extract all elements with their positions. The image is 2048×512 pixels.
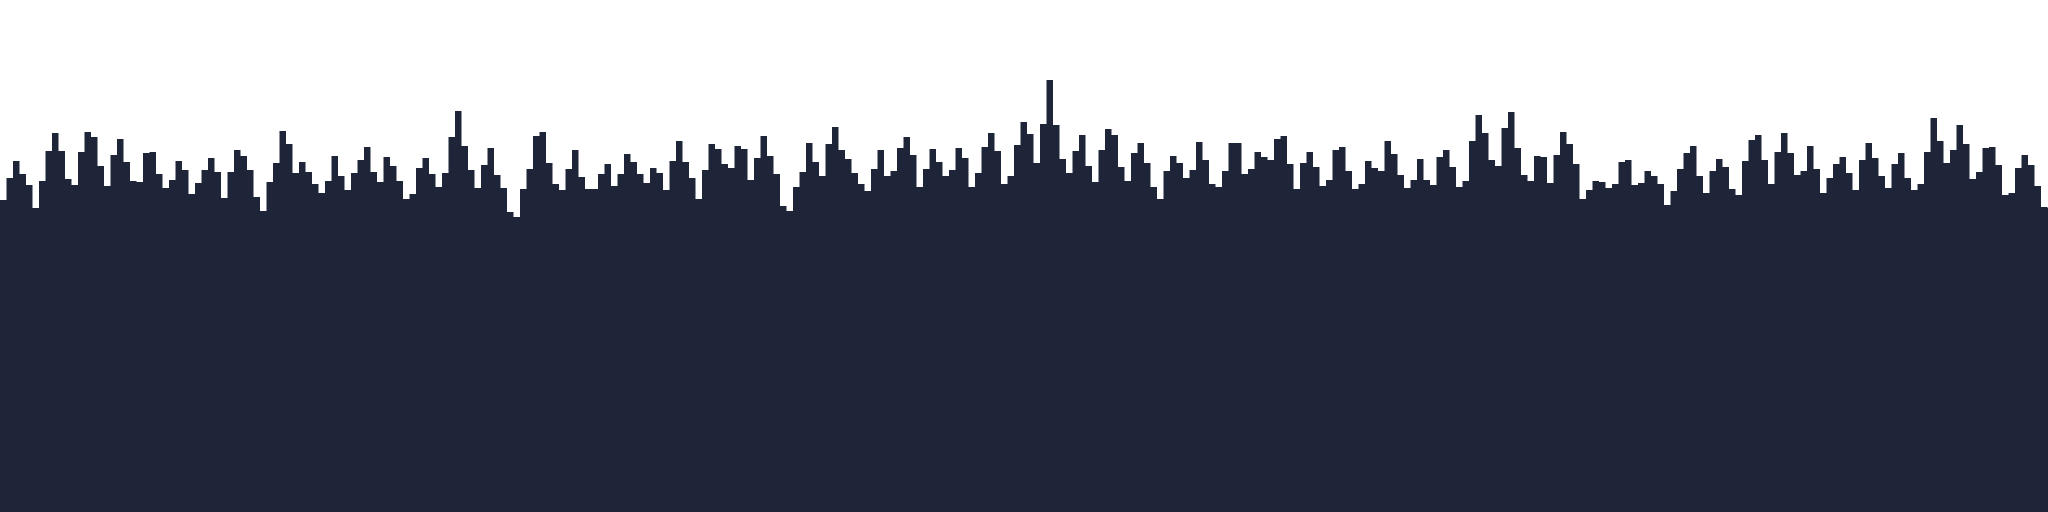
skyline-path bbox=[0, 80, 2048, 512]
